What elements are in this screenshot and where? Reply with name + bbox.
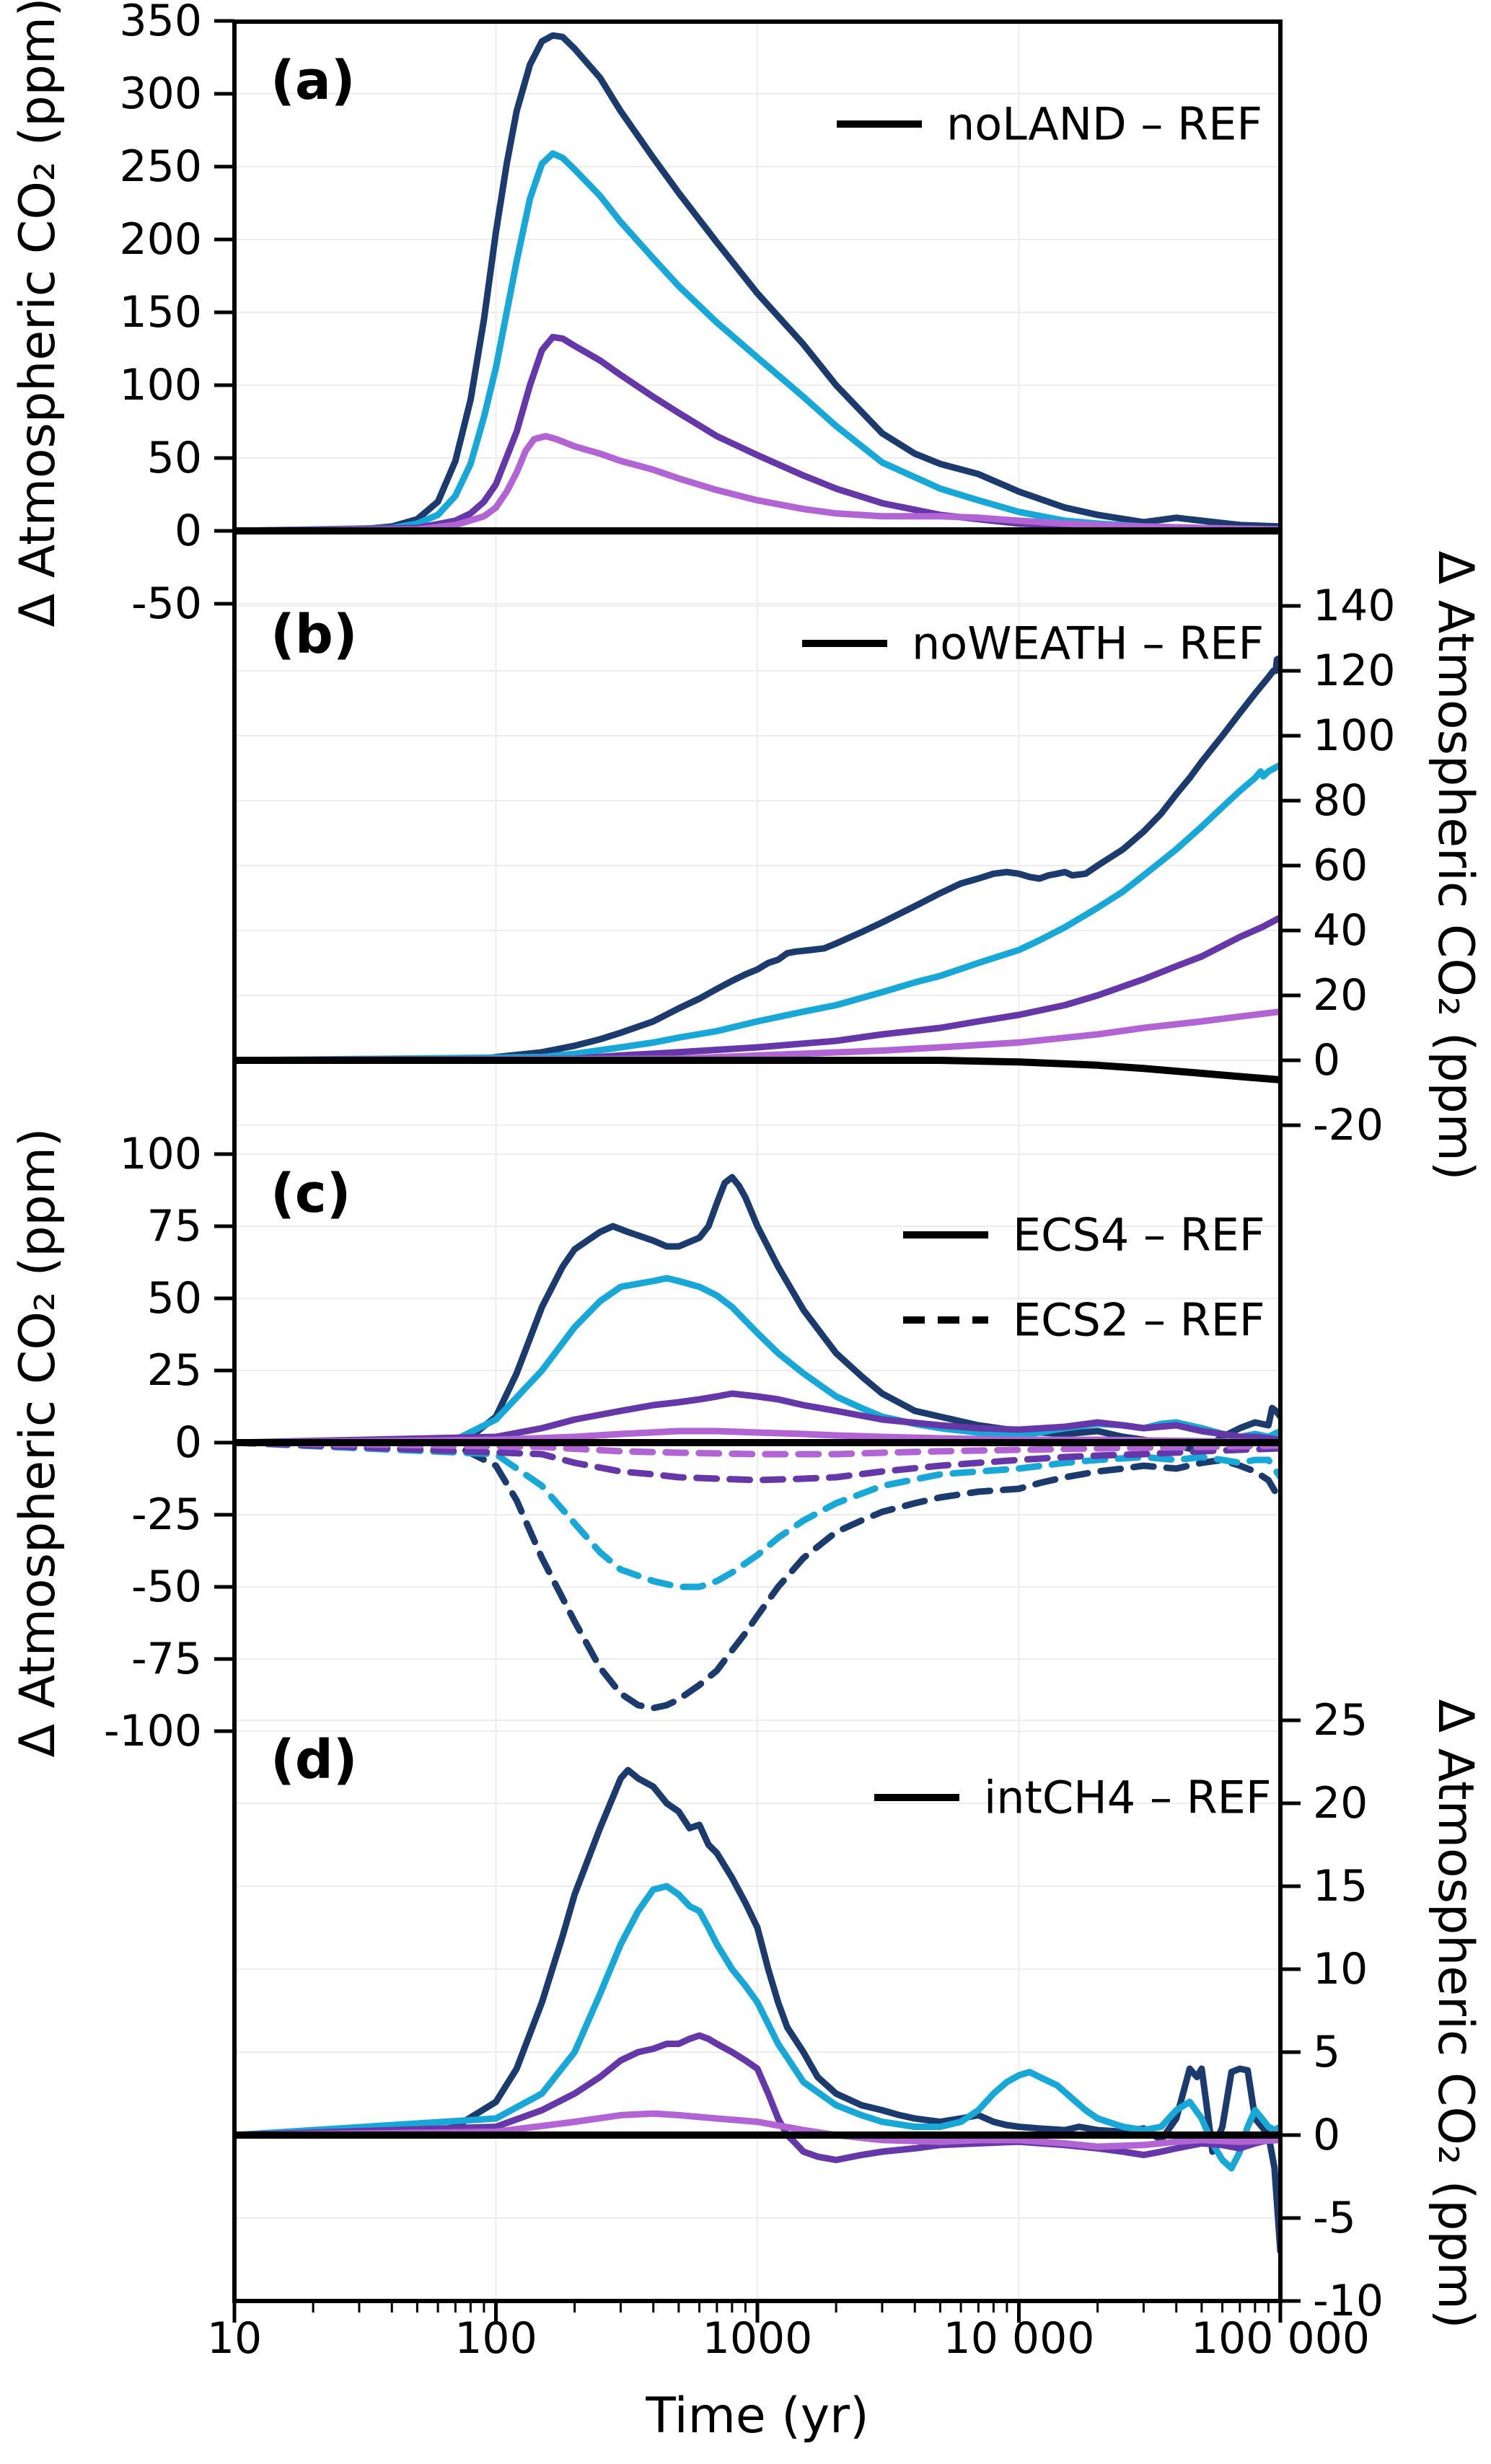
series-line-b-black (234, 1057, 1280, 1083)
y-tick-label: 300 (119, 69, 202, 119)
panel-label-d: (d) (271, 1729, 358, 1791)
gridlines (234, 20, 1280, 2302)
y-tick-label: 200 (119, 214, 202, 265)
y-tick-label: 40 (1313, 905, 1368, 956)
y-axis-title-left-c: Δ Atmospheric CO₂ (ppm) (9, 1128, 66, 1758)
y-tick-label: 25 (1313, 1695, 1368, 1746)
y-tick-label: -50 (131, 578, 202, 629)
series-line-c-purple-solid (234, 1390, 1280, 1446)
legend-label: noLAND – REF (946, 98, 1262, 151)
y-tick-label: -50 (131, 1562, 202, 1612)
axis-titles: Δ Atmospheric CO₂ (ppm) Δ Atmospheric CO… (9, 0, 1484, 2445)
series-line-a-navy (234, 32, 1280, 534)
y-tick-label: 20 (1313, 970, 1368, 1021)
series-line-c-violet-dashed (234, 1439, 1280, 1458)
plot-border (232, 19, 1283, 2303)
x-tick-label: 100 (454, 2313, 537, 2364)
series-line-d-cyan (234, 1883, 1280, 2172)
series-line-d-purple (234, 2032, 1280, 2163)
y-tick-label: 75 (147, 1201, 202, 1251)
y-tick-label: 60 (1313, 840, 1368, 891)
data-curves (234, 32, 1280, 2255)
y-tick-label: 10 (1313, 1944, 1368, 1994)
x-tick-label: 10 (207, 2313, 262, 2364)
series-line-b-violet (234, 1008, 1280, 1064)
y-tick-label: 100 (119, 360, 202, 410)
y-axis-title-right-b: Δ Atmospheric CO₂ (ppm) (1427, 551, 1484, 1181)
series-line-d-navy (234, 1766, 1280, 2255)
y-tick-label: 25 (147, 1345, 202, 1396)
legend-ecs4: ECS4 – REF (903, 1209, 1265, 1262)
y-tick-label: 100 (1313, 710, 1396, 761)
y-tick-label: 0 (175, 506, 202, 556)
legend-intch4: intCH4 – REF (874, 1772, 1272, 1824)
legend-label: ECS4 – REF (1013, 1209, 1265, 1262)
y-tick-label: -20 (1313, 1100, 1384, 1150)
y-tick-label: 0 (1313, 1035, 1340, 1086)
panel-letters: (a) (b) (c) (d) (271, 50, 358, 1791)
y-tick-label: 50 (147, 433, 202, 483)
y-axis-title-right-d: Δ Atmospheric CO₂ (ppm) (1427, 1699, 1484, 2329)
legend-label: noWEATH – REF (912, 617, 1264, 670)
series-line-b-purple (234, 914, 1280, 1064)
y-tick-label: 350 (119, 0, 202, 46)
y-tick-label: -100 (104, 1706, 202, 1756)
y-axis-title-left-a: Δ Atmospheric CO₂ (ppm) (9, 0, 66, 627)
y-tick-label: -10 (1313, 2276, 1384, 2326)
x-tick-label: 10 000 (944, 2313, 1095, 2364)
y-tick-label: -75 (131, 1634, 202, 1684)
y-tick-label: -25 (131, 1490, 202, 1540)
y-tick-label: 50 (147, 1273, 202, 1324)
y-tick-label: 15 (1313, 1861, 1368, 1911)
legend-label: intCH4 – REF (984, 1772, 1272, 1824)
panel-label-c: (c) (271, 1163, 351, 1225)
y-tick-label: 0 (1313, 2110, 1340, 2160)
y-tick-label: 20 (1313, 1778, 1368, 1829)
x-axis-title: Time (yr) (645, 2388, 868, 2445)
series-line-c-cyan-dashed (234, 1439, 1280, 1590)
series-line-c-navy-dashed (234, 1439, 1280, 1712)
y-tick-label: -5 (1313, 2193, 1356, 2243)
panel-label-b: (b) (271, 604, 358, 666)
legends: noLAND – REF noWEATH – REF ECS4 – REF EC… (802, 98, 1272, 1824)
series-line-a-violet (234, 433, 1280, 534)
y-tick-label: 140 (1313, 581, 1396, 631)
y-tick-label: 0 (175, 1417, 202, 1468)
y-tick-label: 120 (1313, 646, 1396, 696)
series-line-b-navy (234, 654, 1280, 1064)
panel-label-a: (a) (271, 50, 356, 112)
y-tick-label: 100 (119, 1129, 202, 1179)
series-line-c-purple-dashed (234, 1439, 1280, 1484)
legend-noland: noLAND – REF (837, 98, 1262, 151)
legend-label: ECS2 – REF (1013, 1294, 1265, 1347)
series-line-b-cyan (234, 762, 1280, 1064)
series-line-a-cyan (234, 150, 1280, 534)
y-tick-label: 80 (1313, 775, 1368, 826)
y-tick-label: 150 (119, 287, 202, 338)
axes-and-ticks (214, 19, 1301, 2323)
series-line-d-violet (234, 2110, 1280, 2150)
y-tick-label: 5 (1313, 2027, 1340, 2077)
legend-ecs2: ECS2 – REF (903, 1294, 1265, 1347)
x-tick-label: 1000 (703, 2313, 813, 2364)
y-tick-label: 250 (119, 141, 202, 192)
legend-noweath: noWEATH – REF (802, 617, 1264, 670)
x-tick-label: 100 000 (1191, 2313, 1370, 2364)
